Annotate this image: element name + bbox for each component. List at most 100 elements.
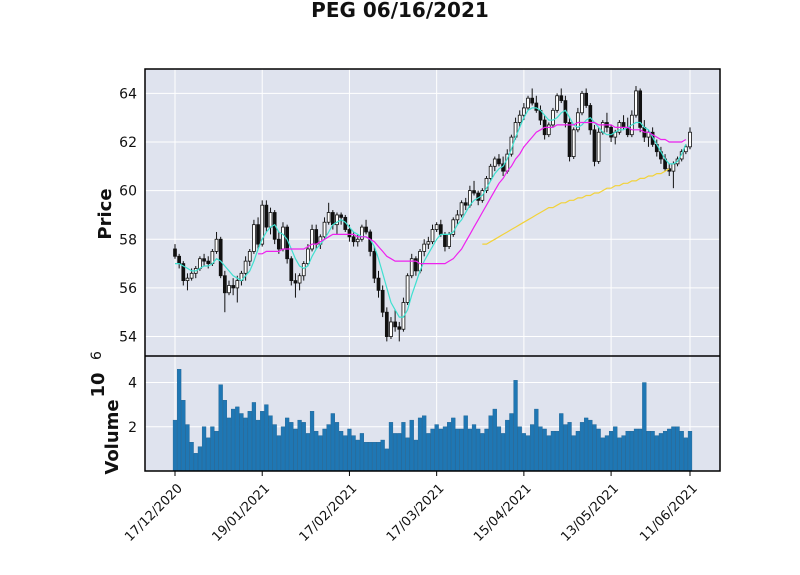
x-tick-label: 17/12/2020	[122, 481, 186, 545]
volume-bar	[650, 430, 655, 472]
volume-bar	[492, 408, 497, 472]
candle-body	[526, 97, 530, 109]
candle-body	[497, 158, 501, 165]
candle-body	[534, 102, 539, 111]
volume-bar	[397, 433, 402, 472]
volume-bar	[268, 415, 273, 472]
volume-bar	[600, 437, 605, 472]
volume-bar	[480, 433, 485, 472]
candle-body	[443, 233, 447, 247]
volume-bar	[326, 424, 331, 472]
candle-body	[592, 129, 597, 162]
volume-bar	[625, 430, 630, 472]
volume-bar	[218, 384, 223, 472]
price-tick-label: 64	[119, 86, 137, 102]
volume-bar	[496, 426, 502, 472]
volume-bar	[513, 380, 518, 472]
volume-bar	[285, 417, 290, 472]
candle-body	[231, 285, 235, 289]
volume-bar	[675, 426, 680, 472]
candle-body	[314, 229, 319, 245]
candle-body	[634, 90, 638, 116]
candle-body	[451, 219, 456, 235]
candle-body	[218, 238, 223, 277]
volume-bar	[484, 428, 489, 472]
volume-bar	[330, 413, 335, 472]
price-tick-label: 60	[119, 184, 137, 200]
x-tick-label: 13/05/2021	[558, 481, 622, 545]
candle-body	[567, 122, 572, 157]
candle-body	[546, 124, 551, 136]
volume-bar	[239, 413, 244, 472]
candle-body	[322, 221, 327, 238]
volume-bar	[322, 428, 327, 472]
volume-bar	[633, 428, 639, 472]
volume-bar	[393, 433, 398, 472]
candle-body	[243, 260, 248, 274]
candle-body	[297, 275, 302, 284]
candle-body	[173, 248, 177, 257]
volume-bar	[351, 435, 356, 472]
volume-bar	[235, 406, 240, 472]
candle-body	[472, 190, 476, 194]
volume-bar	[584, 417, 589, 472]
volume-bar	[380, 439, 385, 472]
volume-bar	[197, 446, 203, 472]
candle-body	[355, 238, 360, 243]
volume-bar	[314, 430, 319, 472]
volume-bar	[467, 428, 472, 472]
volume-bar	[671, 426, 676, 472]
candle-body	[252, 224, 256, 252]
volume-bar	[172, 419, 178, 472]
volume-bar	[347, 428, 352, 472]
candle-body	[260, 204, 265, 245]
candle-body	[276, 238, 281, 250]
volume-bar	[422, 415, 427, 472]
volume-bar	[343, 435, 348, 472]
price-tick-label: 62	[119, 135, 137, 151]
candle-body	[289, 258, 294, 282]
volume-bar	[384, 448, 389, 472]
candle-body	[409, 258, 414, 277]
candle-body	[555, 95, 559, 111]
volume-bar	[592, 424, 597, 472]
candle-body	[189, 272, 194, 279]
volume-bar	[546, 435, 551, 472]
candle-body	[397, 326, 402, 330]
candle-body	[227, 285, 231, 294]
candle-body	[335, 214, 339, 226]
volume-bar	[185, 424, 190, 472]
candle-body	[571, 129, 576, 157]
candle-body	[434, 224, 439, 230]
candle-body	[426, 241, 431, 245]
volume-bar	[488, 415, 493, 472]
candle-body	[551, 109, 555, 126]
price-tick-label: 54	[119, 330, 137, 346]
candle-body	[576, 112, 580, 131]
volume-bar	[359, 433, 365, 472]
volume-bar	[177, 369, 182, 472]
volume-bar	[642, 382, 647, 472]
volume-bar	[372, 442, 377, 472]
candle-body	[455, 214, 460, 221]
volume-bar	[567, 422, 572, 472]
candle-body	[389, 321, 393, 337]
volume-bar	[550, 430, 556, 472]
volume-bar	[509, 413, 514, 472]
volume-bar	[463, 415, 468, 472]
candle-body	[293, 280, 298, 284]
volume-bar	[662, 430, 668, 472]
volume-axis-label: Volume	[102, 399, 123, 474]
volume-bar	[297, 419, 302, 472]
candle-body	[688, 131, 692, 148]
volume-bar	[293, 428, 298, 472]
moving-average-lines	[175, 107, 687, 318]
volume-bar	[455, 428, 460, 472]
chart-title: PEG 06/16/2021	[311, 0, 489, 22]
volume-bar	[617, 437, 622, 472]
candle-body	[380, 289, 385, 313]
candle-body	[264, 204, 269, 228]
candle-body	[202, 258, 206, 262]
volume-bar	[621, 435, 626, 472]
candle-body	[438, 224, 443, 235]
